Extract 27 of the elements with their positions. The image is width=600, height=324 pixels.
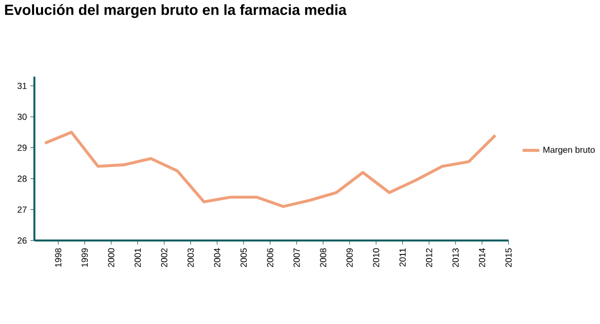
x-tick-label: 2010 — [372, 248, 380, 268]
legend-label: Margen bruto — [543, 146, 595, 155]
y-tick-label: 31 — [18, 82, 27, 89]
x-tick-label: 2006 — [267, 248, 274, 268]
x-tick-label: 2009 — [346, 248, 353, 268]
y-tick-label: 29 — [18, 144, 27, 151]
x-tick-label: 1998 — [55, 248, 62, 267]
x-tick-label: 2012 — [426, 248, 432, 268]
x-tick-label: 2013 — [452, 248, 459, 268]
line-series — [43, 130, 497, 208]
x-tick-label: 1999 — [82, 248, 88, 267]
y-tick-label: 26 — [18, 237, 27, 244]
x-tick-label: 2008 — [320, 248, 326, 268]
x-tick-label: 2002 — [161, 248, 168, 268]
x-tick-label: 2014 — [478, 248, 486, 268]
y-tick-label: 28 — [18, 176, 27, 182]
x-tick-label: 2003 — [188, 248, 194, 268]
x-tick-label: 2000 — [108, 248, 114, 268]
x-tick-label: 2005 — [240, 248, 247, 268]
x-tick-label: 2004 — [214, 248, 220, 268]
x-tick-label: 2007 — [294, 248, 300, 268]
x-tick-label: 2001 — [134, 248, 141, 268]
x-tick-label: 2011 — [399, 248, 406, 266]
chart-title: Evolución del margen bruto en la farmacia media — [5, 4, 347, 18]
y-tick-label: 27 — [18, 206, 27, 213]
y-tick-label: 30 — [18, 114, 27, 120]
x-tick-label: 2015 — [505, 248, 512, 268]
